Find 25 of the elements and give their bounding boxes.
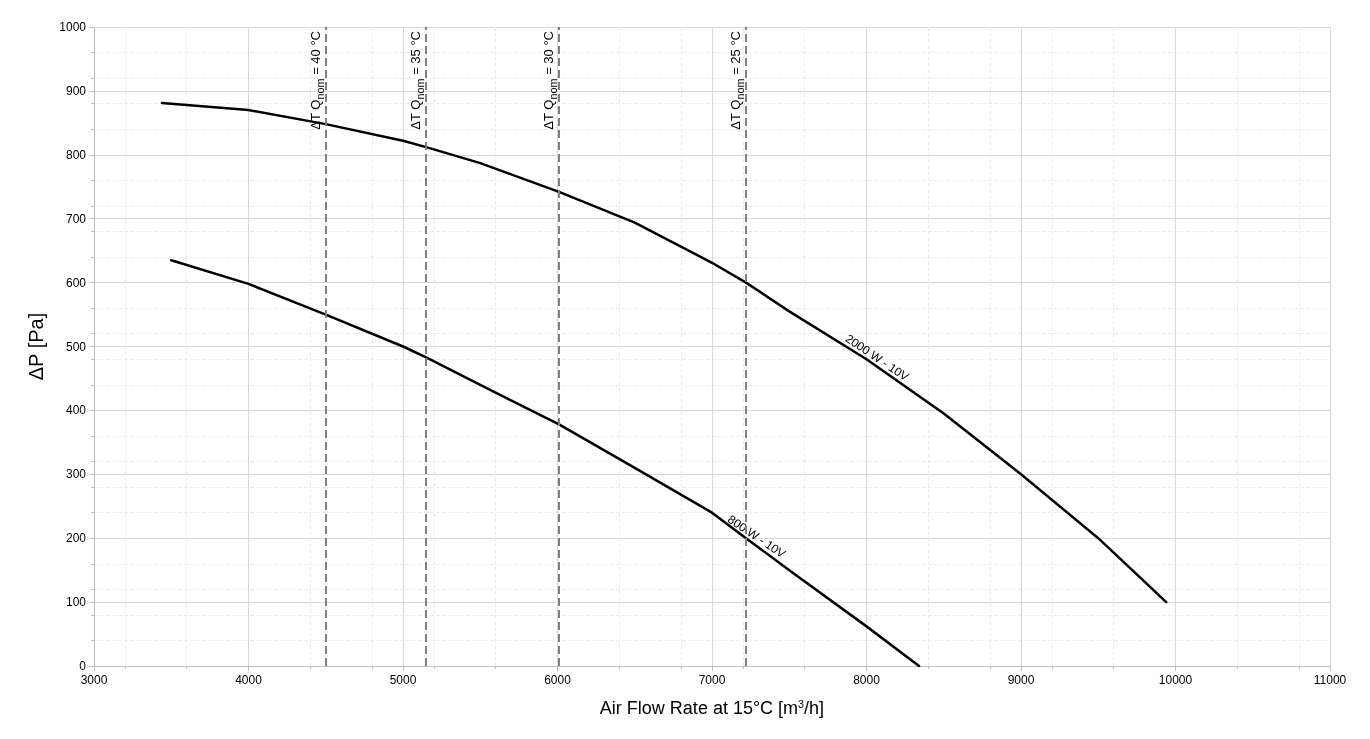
y-tick-label: 700 (65, 211, 87, 226)
x-tick-label: 8000 (853, 673, 881, 687)
x-tick-label: 6000 (544, 673, 572, 687)
x-tick-label: 4000 (235, 673, 263, 687)
x-tick-label: 10000 (1158, 673, 1193, 687)
y-tick-label: 300 (65, 467, 87, 482)
y-tick-label: 800 (65, 147, 87, 162)
text: 800 W - 10V (724, 512, 789, 561)
y-tick-label: 500 (65, 339, 87, 354)
line-series (160, 101, 1168, 604)
text: 2000 W - 10V (842, 331, 912, 384)
y-tick-label: 1000 (59, 20, 87, 34)
line-series (170, 258, 921, 668)
x-tick-label: 9000 (1007, 673, 1035, 687)
y-tick-label: 600 (65, 275, 87, 290)
x-tick-label: 3000 (80, 673, 108, 687)
y-axis-title: ΔP [Pa] (25, 312, 47, 381)
y-tick-label: 0 (79, 659, 87, 673)
y-tick-label: 200 (65, 531, 87, 546)
x-tick-label: 7000 (698, 673, 726, 687)
x-tick-label: 11000 (1313, 673, 1347, 687)
x-tick-label: 5000 (389, 673, 417, 687)
y-tick-label: 400 (65, 403, 87, 418)
y-tick-label: 100 (65, 595, 87, 610)
y-tick-label: 900 (65, 83, 87, 98)
